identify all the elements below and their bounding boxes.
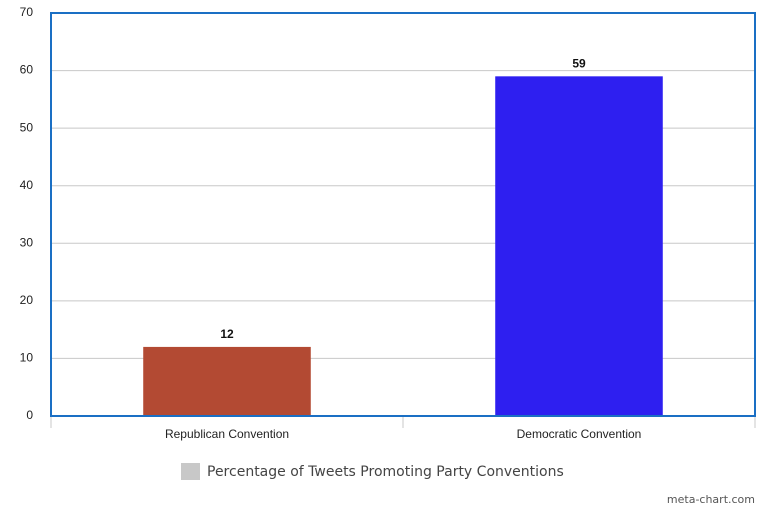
bar [495, 76, 663, 416]
x-tick-label: Democratic Convention [517, 427, 642, 441]
y-tick-label: 30 [20, 235, 34, 249]
y-tick-label: 0 [26, 408, 33, 422]
y-tick-label: 10 [20, 351, 34, 365]
y-tick-label: 20 [20, 293, 34, 307]
plot-frame [50, 12, 756, 417]
value-label: 59 [572, 57, 586, 71]
y-tick-label: 60 [20, 63, 34, 77]
y-tick-label: 50 [20, 120, 34, 134]
x-tick-label: Republican Convention [165, 427, 289, 441]
credit: meta-chart.com [667, 493, 755, 506]
legend-swatch [181, 463, 200, 480]
legend-label: Percentage of Tweets Promoting Party Con… [207, 464, 564, 480]
y-tick-label: 70 [20, 5, 34, 19]
y-tick-label: 40 [20, 178, 34, 192]
bar [143, 346, 311, 416]
value-label: 12 [220, 327, 234, 341]
